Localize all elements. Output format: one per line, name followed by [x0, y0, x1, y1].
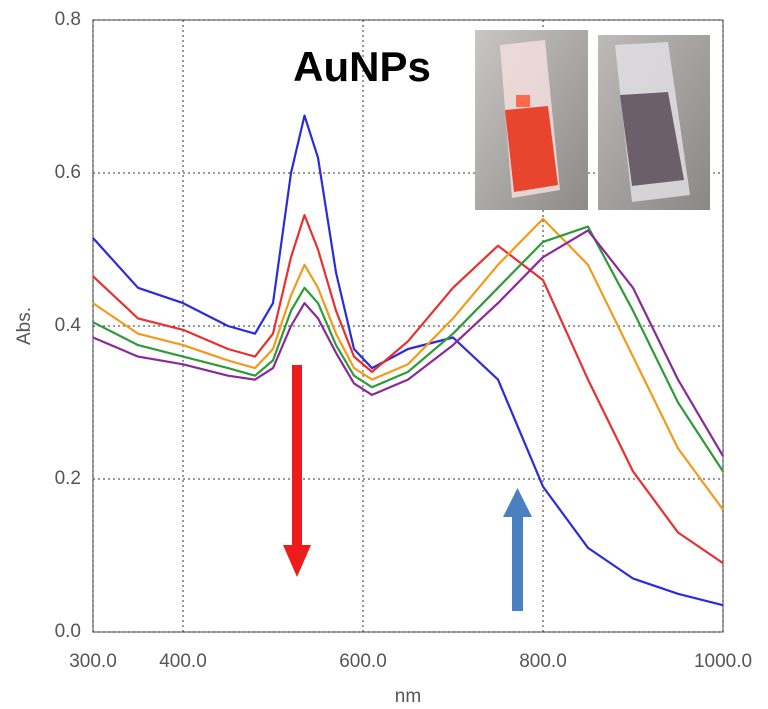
series-line: [92, 225, 724, 473]
lines: [92, 114, 724, 607]
series-line: [92, 229, 724, 457]
y-tick-label: 0.2: [55, 468, 81, 489]
y-tick-label: 0.4: [55, 315, 82, 336]
x-tick-label: 800.0: [519, 651, 567, 672]
x-tick-label: 400.0: [159, 651, 207, 672]
y-tick-label: 0.8: [55, 9, 81, 30]
blue-arrow: [503, 488, 532, 611]
series-line: [92, 217, 724, 511]
x-tick-label: 1000.0: [694, 651, 752, 672]
y-axis-label: Abs.: [14, 307, 35, 345]
annotation: AuNPs: [293, 43, 431, 90]
series-line: [92, 114, 724, 607]
photo-dark-cuvette: [598, 35, 710, 210]
red-arrow: [283, 365, 311, 577]
x-axis-label: nm: [395, 686, 421, 707]
y-tick-label: 0.6: [55, 162, 81, 183]
x-tick-label: 600.0: [339, 651, 387, 672]
photo-red-cuvette: [475, 30, 588, 210]
series-line: [92, 214, 724, 565]
y-tick-label: 0.0: [55, 621, 81, 642]
x-tick-label: 300.0: [69, 651, 117, 672]
